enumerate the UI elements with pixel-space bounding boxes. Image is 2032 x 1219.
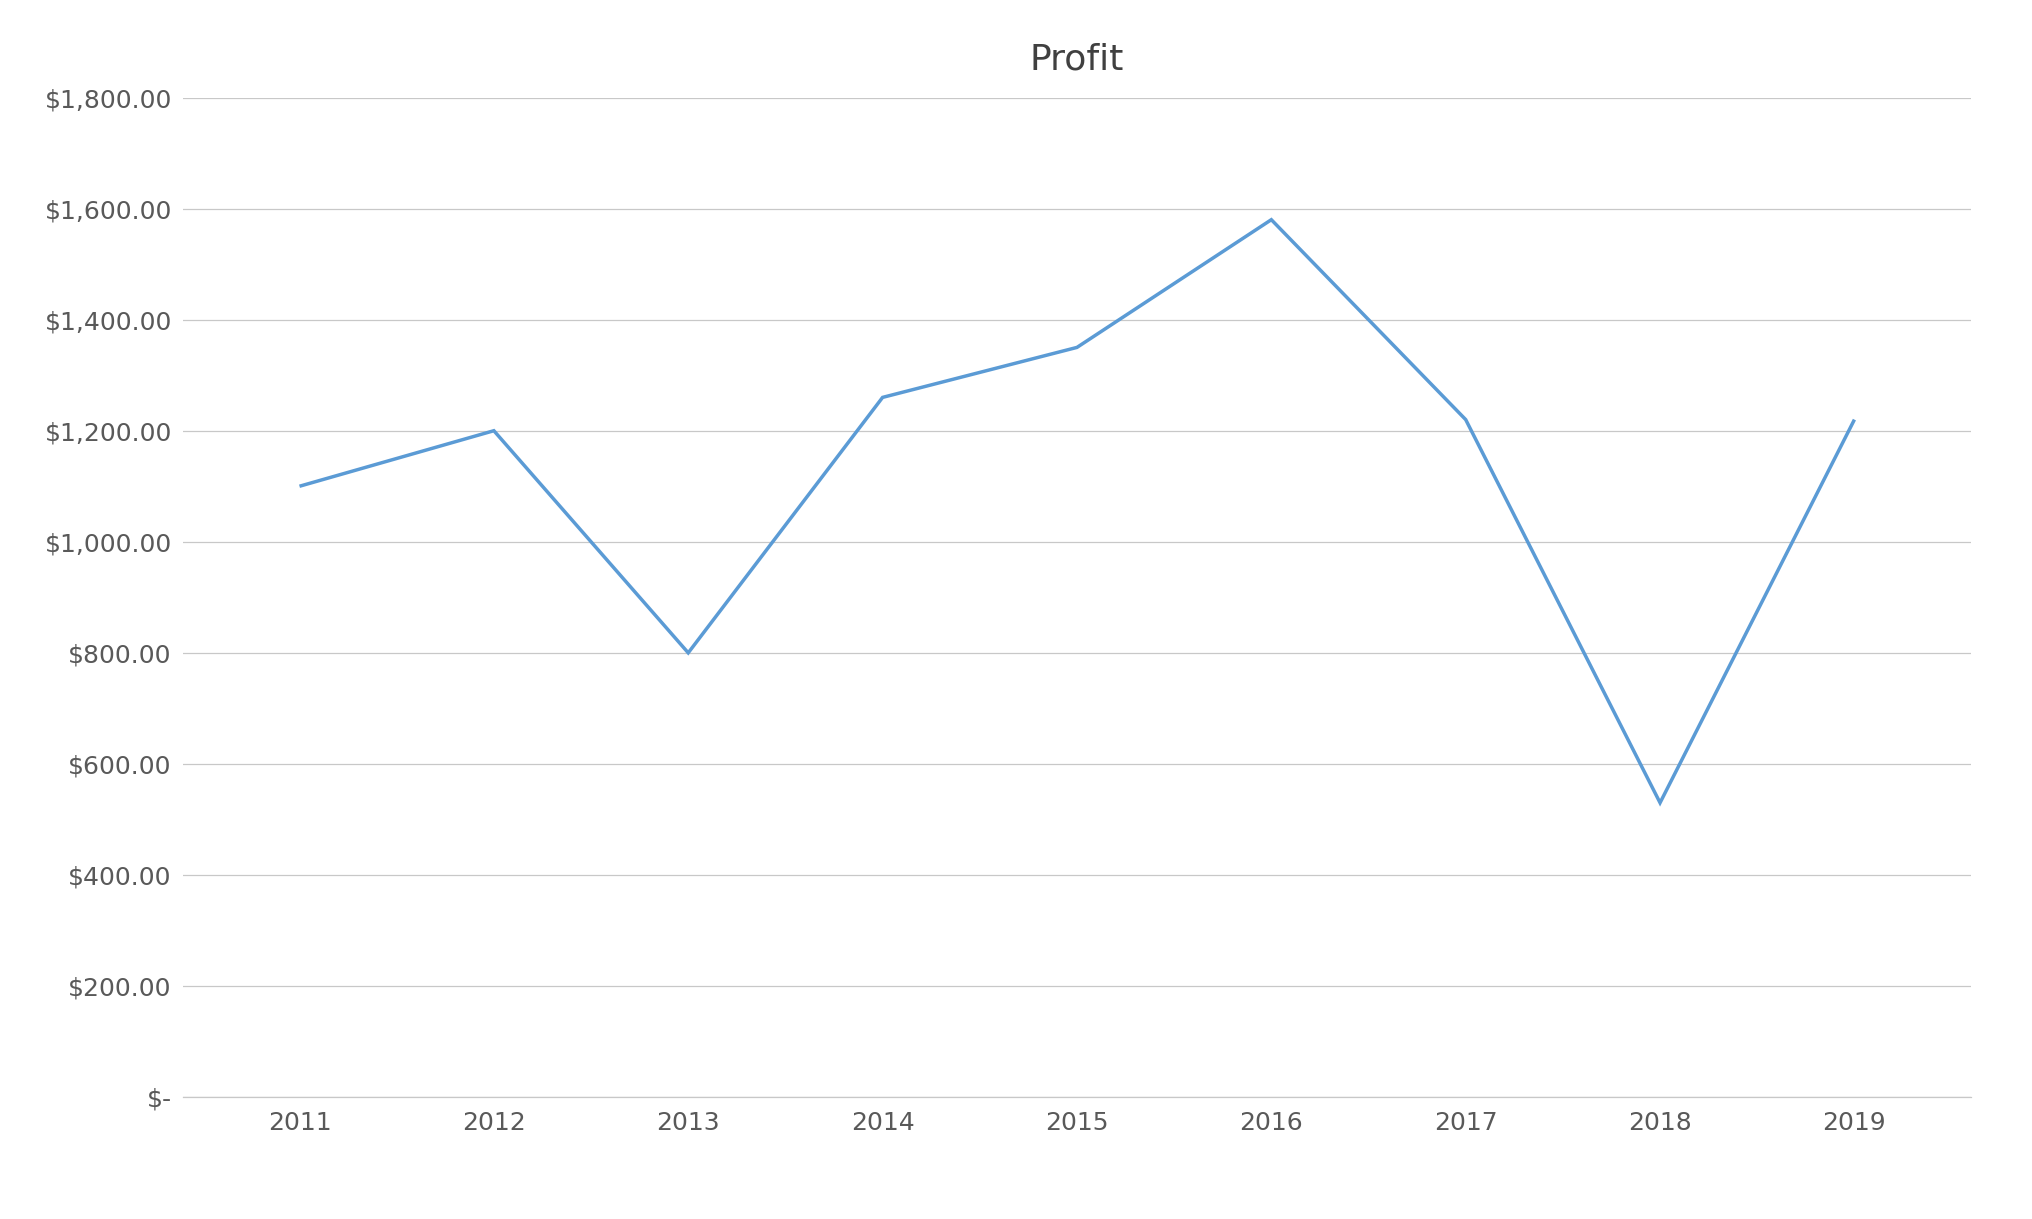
Title: Profit: Profit (1030, 43, 1124, 77)
